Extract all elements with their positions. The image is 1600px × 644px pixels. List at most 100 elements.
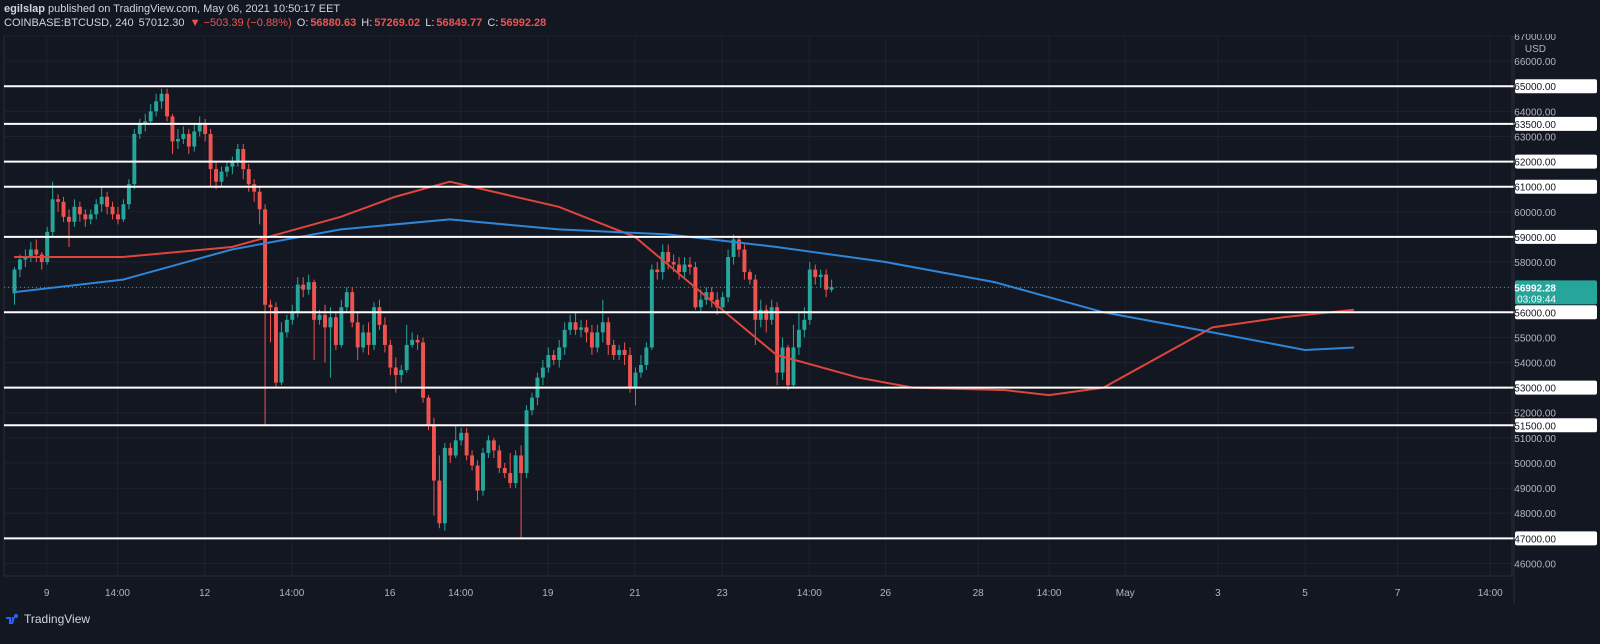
ohlc-legend: COINBASE:BTCUSD, 240 57012.30 ▼ −503.39 … [4,17,548,29]
candle-body-up [12,269,17,294]
candle-body-down [274,307,278,383]
candle-body-up [818,274,823,278]
countdown-label: 03:09:44 [1517,294,1556,305]
candle-body-down [323,314,327,328]
time-axis-label: 14:00 [797,588,822,599]
candle-body-down [448,447,453,456]
candle-body-down [747,272,752,280]
candle-body-up [769,307,774,320]
candle-body-down [263,209,268,305]
candle-body-down [813,269,818,278]
candle-body-down [208,133,213,170]
candle-body-up [557,347,562,360]
candle-body-up [410,339,415,345]
candle-body-down [470,455,475,466]
time-axis-label: 16 [384,588,396,599]
candle-body-up [459,432,464,441]
publish-text: published on TradingView.com, May 06, 20… [48,3,341,15]
current-price-label: 56992.28 [1514,283,1556,294]
candle-body-up [802,319,807,330]
candle-body-down [655,269,660,273]
candle-body-down [377,307,382,325]
candle-body-up [344,292,349,308]
candle-body-up [720,297,725,308]
publish-info: egilslap published on TradingView.com, M… [4,3,340,15]
brand-label: TradingView [24,612,91,626]
candle-body-up [698,299,703,308]
candle-body-up [524,410,529,474]
candle-body-up [726,257,731,298]
price-axis-label: 55000.00 [1514,333,1556,344]
candle-body-up [17,259,22,270]
tradingview-brand[interactable]: TradingView [6,612,90,626]
candle-body-up [159,93,164,102]
low-label: L: [425,17,435,29]
high-label: H: [361,17,373,29]
candle-body-up [796,329,801,348]
candle-body-down [775,307,780,373]
candle-body-up [197,123,202,132]
price-axis-label: 56000.00 [1514,308,1556,319]
open-value: 56880.63 [310,17,357,29]
candle-body-up [758,309,763,320]
candle-body-up [137,123,142,134]
candle-body-up [306,282,311,290]
candle-body-down [268,304,273,308]
candle-body-down [742,249,747,273]
time-axis-label: 3 [1215,588,1221,599]
price-axis-label: 51000.00 [1514,434,1556,445]
candle-body-down [584,327,589,333]
candle-body-up [175,138,180,142]
symbol-label[interactable]: COINBASE:BTCUSD, 240 [4,17,134,29]
time-axis-label: 14:00 [1478,588,1503,599]
candle-body-down [737,239,741,250]
low-value: 56849.77 [436,17,483,29]
price-axis-label: 49000.00 [1514,484,1556,495]
candle-body-down [203,123,208,134]
candle-body-up [399,370,404,376]
candle-body-up [284,319,289,333]
time-axis-label: 14:00 [105,588,130,599]
candle-body-down [110,206,115,215]
level-price-tag [1515,305,1597,320]
candle-body-up [181,133,186,139]
price-axis-label: 65000.00 [1514,82,1556,93]
price-axis-label: 63500.00 [1514,120,1556,131]
candle-body-up [23,257,28,260]
price-axis-label: 66000.00 [1514,57,1556,68]
candle-body-down [824,274,829,290]
candle-body-up [88,214,93,220]
time-axis-label: 14:00 [279,588,304,599]
candle-body-down [709,292,714,300]
plot-area [3,35,1513,577]
candle-body-up [546,354,551,368]
price-change: ▼ −503.39 (−0.88%) [189,17,292,29]
price-axis-label: 50000.00 [1514,459,1556,470]
time-axis-label: 12 [199,588,211,599]
candle-body-down [431,425,436,481]
candle-body-down [606,322,611,345]
candle-body-down [116,214,120,220]
price-axis-label: 60000.00 [1514,208,1556,219]
time-axis-label: 19 [542,588,554,599]
candle-body-down [252,184,257,192]
candle-body-up [404,344,409,371]
close-value: 56992.28 [500,17,547,29]
time-axis-label: 21 [629,588,641,599]
candle-body-down [421,342,426,398]
candle-body-down [464,432,469,456]
candle-body-down [388,344,393,368]
candle-body-down [415,339,420,343]
candle-body-up [649,269,654,348]
candle-body-down [241,149,246,170]
candle-body-down [366,332,371,345]
candle-body-up [295,284,300,313]
author-name[interactable]: egilslap [4,3,45,15]
price-axis-label: 62000.00 [1514,158,1556,169]
level-price-tag [1515,229,1597,244]
candle-body-down [753,279,758,320]
footer: TradingView [0,608,1600,644]
time-axis-label: 23 [717,588,729,599]
candle-body-down [508,473,513,484]
